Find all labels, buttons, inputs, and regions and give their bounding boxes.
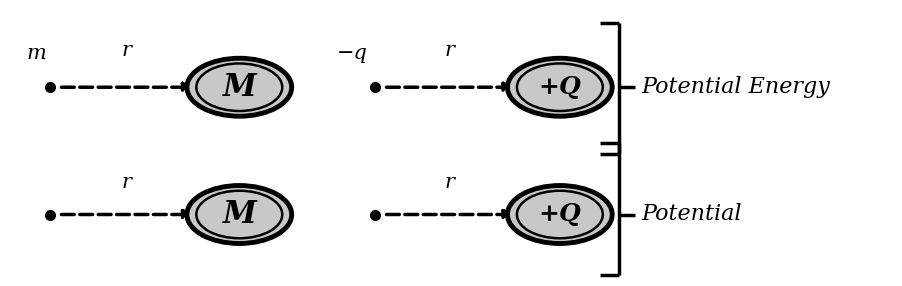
- Ellipse shape: [187, 58, 291, 116]
- Text: M: M: [222, 72, 256, 103]
- Ellipse shape: [507, 58, 612, 116]
- Text: Potential Energy: Potential Energy: [640, 76, 829, 98]
- Text: r: r: [444, 173, 455, 192]
- Ellipse shape: [507, 186, 612, 243]
- Text: r: r: [121, 41, 132, 60]
- Text: Potential: Potential: [640, 204, 741, 225]
- Text: +Q: +Q: [538, 202, 581, 227]
- Text: +Q: +Q: [538, 75, 581, 99]
- Text: r: r: [121, 173, 132, 192]
- Text: m: m: [26, 44, 46, 63]
- Text: M: M: [222, 199, 256, 230]
- Text: −q: −q: [336, 44, 367, 63]
- Ellipse shape: [187, 186, 291, 243]
- Text: r: r: [444, 41, 455, 60]
